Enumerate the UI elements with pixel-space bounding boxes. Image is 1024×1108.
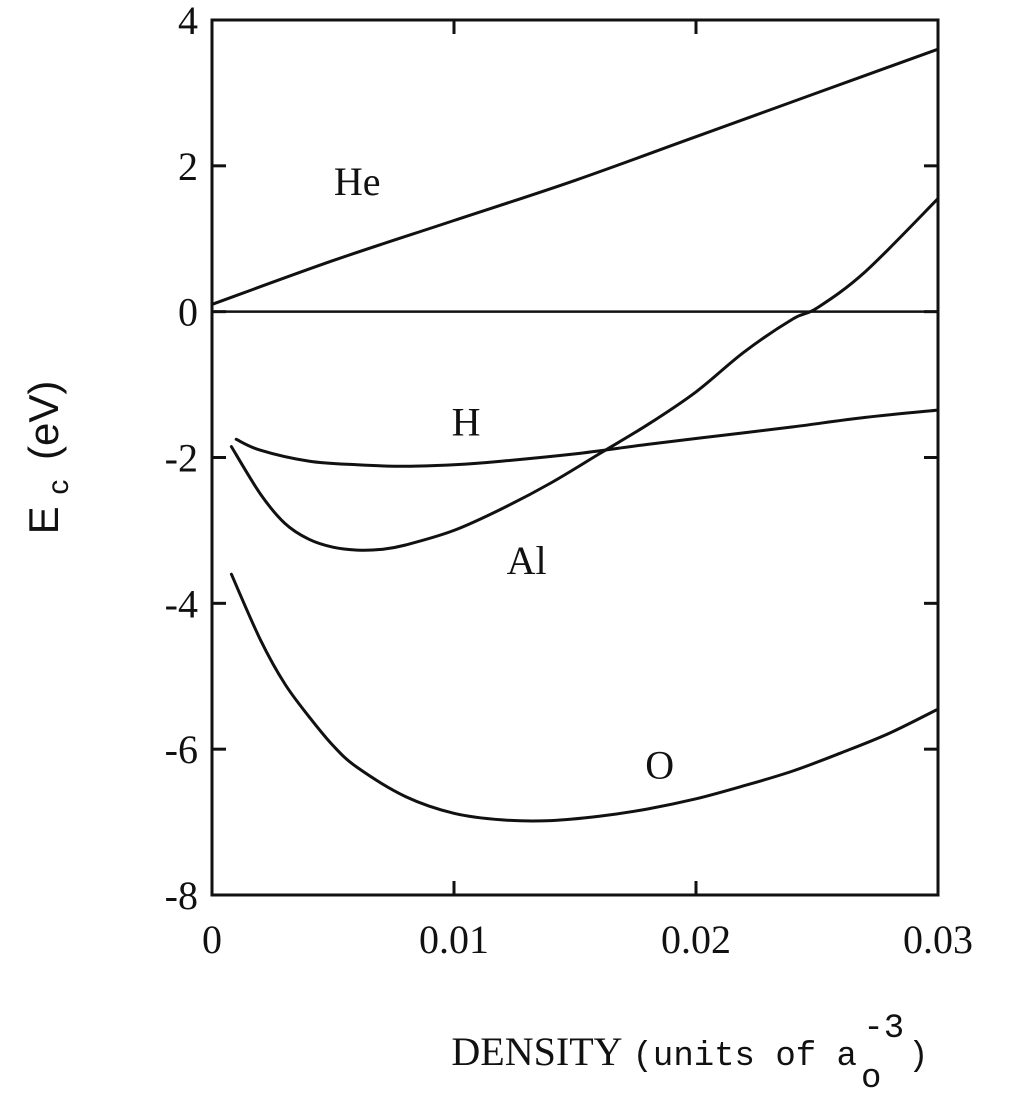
- x-tick-label: 0.01: [419, 917, 489, 962]
- y-tick-label: -4: [165, 581, 198, 626]
- y-tick-label: 0: [178, 290, 198, 335]
- x-axis-label-units-subscript: o: [861, 1060, 881, 1098]
- axis-ticks: 0 0.01 0.02 0.03 -8 -6 -4 -2 0 2 4: [165, 0, 973, 962]
- series-label-o: O: [645, 742, 674, 787]
- x-axis-label: DENSITY (units of a o -3 ): [451, 1010, 928, 1098]
- y-axis-label: E c (eV): [20, 381, 77, 535]
- x-tick-label: 0: [202, 917, 222, 962]
- x-axis-label-units-superscript: -3: [863, 1010, 904, 1048]
- series-label-al: Al: [507, 538, 547, 583]
- plot-frame: [210, 18, 940, 897]
- series-line-he: [210, 47, 940, 306]
- y-tick-label: 4: [178, 0, 198, 43]
- y-axis-label-subscript: c: [42, 480, 75, 495]
- y-tick-label: -2: [165, 436, 198, 481]
- series-line-h: [234, 408, 940, 468]
- y-tick-label: 2: [178, 144, 198, 189]
- x-axis-label-units: (units of a: [633, 1038, 857, 1076]
- y-tick-label: -6: [165, 727, 198, 772]
- x-axis-label-main: DENSITY: [451, 1029, 622, 1074]
- y-tick-label: -8: [165, 873, 198, 918]
- x-tick-label: 0.02: [661, 917, 731, 962]
- y-axis-label-main: E: [20, 506, 67, 534]
- series-label-h: H: [452, 400, 481, 445]
- series-line-o: [229, 572, 940, 823]
- axis-labels: DENSITY (units of a o -3 ) E c (eV): [20, 381, 929, 1098]
- x-tick-label: 0.03: [903, 917, 973, 962]
- x-axis-label-units-suffix: ): [908, 1038, 928, 1076]
- series-line-al: [229, 197, 940, 552]
- y-axis-label-units: (eV): [20, 381, 67, 460]
- series-label-he: He: [334, 159, 381, 204]
- plot-area: He H Al O: [210, 18, 940, 897]
